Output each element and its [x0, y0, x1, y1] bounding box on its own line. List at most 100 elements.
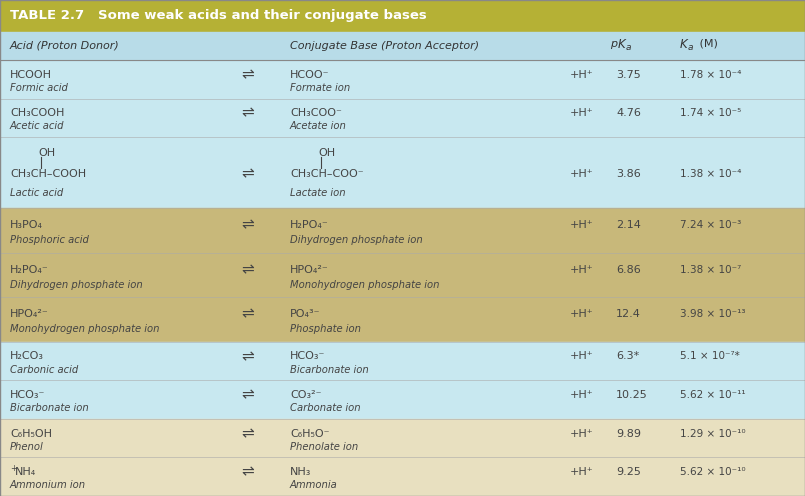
- Text: ⇌: ⇌: [242, 67, 254, 82]
- Text: HCOO⁻: HCOO⁻: [290, 69, 329, 80]
- Text: Phosphate ion: Phosphate ion: [290, 324, 361, 334]
- Text: OH: OH: [318, 148, 335, 158]
- Text: p: p: [610, 39, 617, 49]
- Text: Phenolate ion: Phenolate ion: [290, 441, 358, 452]
- Text: HCO₃⁻: HCO₃⁻: [10, 390, 45, 400]
- Text: +H⁺: +H⁺: [570, 352, 593, 362]
- Text: ⇌: ⇌: [242, 218, 254, 233]
- Text: Monohydrogen phosphate ion: Monohydrogen phosphate ion: [10, 324, 159, 334]
- Text: ⇌: ⇌: [242, 426, 254, 441]
- Text: 5.1 × 10⁻⁷*: 5.1 × 10⁻⁷*: [680, 352, 740, 362]
- Text: (M): (M): [696, 39, 718, 49]
- Bar: [0, 253, 805, 297]
- Text: Acetic acid: Acetic acid: [10, 122, 64, 131]
- Text: ⇌: ⇌: [242, 349, 254, 364]
- Text: Bicarbonate ion: Bicarbonate ion: [290, 365, 369, 374]
- Text: 5.62 × 10⁻¹¹: 5.62 × 10⁻¹¹: [680, 390, 745, 400]
- Text: 1.38 × 10⁻⁴: 1.38 × 10⁻⁴: [680, 169, 741, 179]
- Text: 10.25: 10.25: [616, 390, 648, 400]
- Text: ⇌: ⇌: [242, 307, 254, 322]
- Text: 9.89: 9.89: [616, 429, 641, 438]
- Text: +H⁺: +H⁺: [570, 108, 593, 118]
- Text: Acetate ion: Acetate ion: [290, 122, 347, 131]
- Text: 3.98 × 10⁻¹³: 3.98 × 10⁻¹³: [680, 309, 745, 319]
- Bar: [0, 137, 805, 208]
- Text: HPO₄²⁻: HPO₄²⁻: [290, 265, 328, 275]
- Text: HCO₃⁻: HCO₃⁻: [290, 352, 325, 362]
- Text: 6.3*: 6.3*: [616, 352, 639, 362]
- Text: a: a: [688, 44, 693, 53]
- Text: 4.76: 4.76: [616, 108, 641, 118]
- Bar: [0, 380, 805, 419]
- Text: +H⁺: +H⁺: [570, 429, 593, 438]
- Bar: [0, 457, 805, 496]
- Text: OH: OH: [38, 148, 55, 158]
- Text: Ammonia: Ammonia: [290, 480, 338, 490]
- Text: +H⁺: +H⁺: [570, 467, 593, 477]
- Text: +H⁺: +H⁺: [570, 169, 593, 179]
- Text: Dihydrogen phosphate ion: Dihydrogen phosphate ion: [10, 280, 142, 290]
- Text: Acid (Proton Donor): Acid (Proton Donor): [10, 41, 120, 51]
- Text: Formate ion: Formate ion: [290, 83, 350, 93]
- Text: Lactic acid: Lactic acid: [10, 187, 64, 197]
- Text: 1.74 × 10⁻⁵: 1.74 × 10⁻⁵: [680, 108, 741, 118]
- Text: 6.86: 6.86: [616, 265, 641, 275]
- Text: 5.62 × 10⁻¹⁰: 5.62 × 10⁻¹⁰: [680, 467, 745, 477]
- Bar: [0, 60, 805, 99]
- Text: Monohydrogen phosphate ion: Monohydrogen phosphate ion: [290, 280, 440, 290]
- Text: H₂CO₃: H₂CO₃: [10, 352, 44, 362]
- Text: +H⁺: +H⁺: [570, 220, 593, 230]
- Text: 1.29 × 10⁻¹⁰: 1.29 × 10⁻¹⁰: [680, 429, 745, 438]
- Text: Phenol: Phenol: [10, 441, 43, 452]
- Text: Formic acid: Formic acid: [10, 83, 68, 93]
- Text: C₆H₅O⁻: C₆H₅O⁻: [290, 429, 329, 438]
- Bar: [0, 297, 805, 342]
- Text: 2.14: 2.14: [616, 220, 641, 230]
- Bar: [0, 0, 805, 32]
- Text: 12.4: 12.4: [616, 309, 641, 319]
- Text: HCOOH: HCOOH: [10, 69, 52, 80]
- Text: 9.25: 9.25: [616, 467, 641, 477]
- Text: HPO₄²⁻: HPO₄²⁻: [10, 309, 49, 319]
- Text: CH₃CH–COO⁻: CH₃CH–COO⁻: [290, 169, 364, 179]
- Text: Conjugate Base (Proton Acceptor): Conjugate Base (Proton Acceptor): [290, 41, 479, 51]
- Text: Carbonic acid: Carbonic acid: [10, 365, 78, 374]
- Text: TABLE 2.7   Some weak acids and their conjugate bases: TABLE 2.7 Some weak acids and their conj…: [10, 9, 427, 22]
- Text: +H⁺: +H⁺: [570, 390, 593, 400]
- Text: +: +: [10, 464, 17, 473]
- Text: H₃PO₄: H₃PO₄: [10, 220, 43, 230]
- Bar: [0, 342, 805, 380]
- Text: CH₃COO⁻: CH₃COO⁻: [290, 108, 342, 118]
- Text: +H⁺: +H⁺: [570, 69, 593, 80]
- Text: a: a: [626, 44, 631, 53]
- Text: Dihydrogen phosphate ion: Dihydrogen phosphate ion: [290, 235, 423, 246]
- Text: CH₃CH–COOH: CH₃CH–COOH: [10, 169, 86, 179]
- Text: Lactate ion: Lactate ion: [290, 187, 345, 197]
- Text: Ammonium ion: Ammonium ion: [10, 480, 86, 490]
- Text: K: K: [618, 38, 625, 51]
- Bar: [0, 208, 805, 253]
- Bar: [0, 32, 805, 60]
- Text: ⇌: ⇌: [242, 262, 254, 277]
- Text: NH₄: NH₄: [15, 467, 36, 477]
- Text: ⇌: ⇌: [242, 167, 254, 182]
- Text: ⇌: ⇌: [242, 106, 254, 121]
- Text: NH₃: NH₃: [290, 467, 312, 477]
- Text: 7.24 × 10⁻³: 7.24 × 10⁻³: [680, 220, 741, 230]
- Text: CH₃COOH: CH₃COOH: [10, 108, 64, 118]
- Text: K: K: [680, 38, 687, 51]
- Text: Carbonate ion: Carbonate ion: [290, 403, 361, 413]
- Text: ⇌: ⇌: [242, 465, 254, 480]
- Text: Bicarbonate ion: Bicarbonate ion: [10, 403, 89, 413]
- Text: +H⁺: +H⁺: [570, 309, 593, 319]
- Bar: [0, 419, 805, 457]
- Text: C₆H₅OH: C₆H₅OH: [10, 429, 52, 438]
- Text: 3.75: 3.75: [616, 69, 641, 80]
- Text: ⇌: ⇌: [242, 387, 254, 402]
- Text: H₂PO₄⁻: H₂PO₄⁻: [290, 220, 328, 230]
- Bar: [0, 99, 805, 137]
- Text: PO₄³⁻: PO₄³⁻: [290, 309, 320, 319]
- Text: 1.38 × 10⁻⁷: 1.38 × 10⁻⁷: [680, 265, 741, 275]
- Text: Phosphoric acid: Phosphoric acid: [10, 235, 89, 246]
- Text: H₂PO₄⁻: H₂PO₄⁻: [10, 265, 49, 275]
